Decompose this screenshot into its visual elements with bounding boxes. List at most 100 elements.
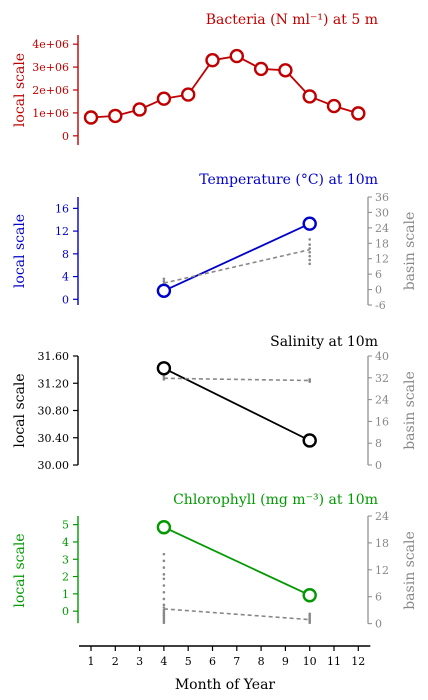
basin-series-line: [163, 377, 310, 382]
data-point: [156, 91, 172, 106]
basin-point: [308, 617, 312, 621]
left-axis-label: local scale: [12, 214, 28, 288]
left-axis-label: local scale: [12, 53, 28, 127]
data-point: [302, 433, 317, 448]
x-axis-label: Month of Year: [175, 677, 276, 693]
x-tick-label: 1: [88, 655, 95, 668]
left-tick-label: 2: [62, 571, 69, 584]
right-tick-label: 32: [375, 372, 389, 385]
right-tick-label: 18: [375, 237, 389, 250]
basin-point: [308, 258, 312, 262]
right-tick-label: 12: [375, 564, 389, 577]
left-tick-label: 12: [55, 225, 69, 238]
right-tick-label: 0: [375, 618, 382, 631]
data-point: [132, 102, 147, 117]
right-tick-label: 6: [375, 268, 382, 281]
basin-point: [162, 616, 166, 619]
x-tick-label: 5: [185, 655, 192, 668]
left-tick-label: 4: [62, 271, 69, 284]
data-point: [278, 63, 293, 78]
panel-2: 0 4 8 12 16 local scale -6 0 6 12 18 24 30 36 basin sc…: [12, 191, 418, 312]
basin-point: [162, 279, 166, 283]
data-point: [156, 283, 172, 298]
data-point: [156, 520, 172, 535]
right-axis-label: basin scale: [402, 212, 418, 291]
basin-series-line: [163, 248, 310, 284]
x-tick-label: 12: [351, 655, 365, 668]
right-tick-label: 36: [375, 191, 389, 204]
right-tick-label: 24: [375, 222, 389, 235]
right-tick-label: 16: [375, 415, 389, 428]
basin-point: [308, 378, 312, 381]
left-tick-label: 31.20: [38, 377, 70, 390]
left-tick-label: 30.80: [38, 405, 70, 418]
basin-point: [162, 619, 166, 623]
basin-point: [162, 577, 166, 581]
x-tick-label: 2: [112, 655, 119, 668]
basin-point: [162, 621, 166, 625]
data-point: [180, 87, 196, 102]
data-point: [302, 588, 317, 603]
basin-point: [308, 619, 312, 623]
left-tick-label: 0: [62, 293, 69, 306]
left-tick-label: 1e+06: [32, 107, 69, 120]
data-point: [351, 106, 366, 121]
right-tick-label: 6: [375, 591, 382, 604]
basin-point: [162, 573, 166, 576]
right-axis-label: basin scale: [402, 531, 418, 610]
right-tick-label: 24: [375, 510, 389, 523]
x-tick-label: 7: [233, 655, 240, 668]
panel-title: Temperature (°C) at 10m: [199, 172, 378, 188]
left-tick-label: 1: [62, 588, 69, 601]
data-point: [253, 61, 269, 77]
left-tick-label: 5: [62, 519, 69, 532]
local-series-line: [90, 55, 359, 119]
left-tick-label: 30.00: [38, 459, 70, 472]
basin-point: [162, 590, 166, 594]
right-tick-label: 30: [375, 206, 389, 219]
data-point: [156, 361, 172, 376]
left-tick-label: 16: [55, 202, 69, 215]
x-tick-label: 6: [209, 655, 216, 668]
x-tick-label: 9: [282, 655, 289, 668]
panel-3: 30.00 30.40 30.80 31.20 31.60 local scale 0 8 16…: [12, 350, 418, 472]
basin-point: [308, 238, 312, 241]
panel-title: Salinity at 10m: [270, 334, 378, 350]
basin-series-line: [163, 608, 310, 621]
basin-point: [162, 559, 166, 563]
left-axis-label: local scale: [12, 373, 28, 447]
left-tick-label: 0: [62, 130, 69, 143]
local-series-line: [163, 367, 311, 442]
panel-1: 0 1e+06 2e+06 3e+06 4e+06 local scale: [12, 35, 366, 145]
x-tick-label: 10: [303, 655, 317, 668]
x-tick-label: 3: [136, 655, 143, 668]
basin-point: [308, 616, 312, 619]
left-tick-label: 31.60: [38, 350, 70, 363]
panel-title: Chlorophyll (mg m⁻³) at 10m: [173, 492, 378, 508]
data-point: [326, 98, 342, 114]
basin-point: [162, 277, 166, 281]
basin-point: [308, 243, 312, 246]
basin-point: [162, 610, 166, 614]
data-point: [205, 53, 220, 68]
left-axis-label: local scale: [12, 533, 28, 607]
left-tick-label: 30.40: [38, 432, 70, 445]
left-tick-label: 3e+06: [32, 61, 69, 74]
right-tick-label: 18: [375, 537, 389, 550]
local-series-line: [163, 526, 311, 597]
right-axis-label: basin scale: [402, 371, 418, 450]
basin-point: [162, 584, 166, 587]
basin-point: [308, 614, 312, 617]
basin-point: [308, 250, 312, 254]
x-tick-label: 11: [327, 655, 341, 668]
basin-point: [308, 254, 312, 258]
basin-point: [162, 617, 166, 621]
basin-point: [162, 603, 166, 607]
left-tick-label: 2e+06: [32, 84, 69, 97]
basin-point: [308, 612, 312, 616]
basin-point: [162, 614, 166, 617]
data-point: [302, 89, 317, 104]
data-point: [302, 216, 317, 231]
